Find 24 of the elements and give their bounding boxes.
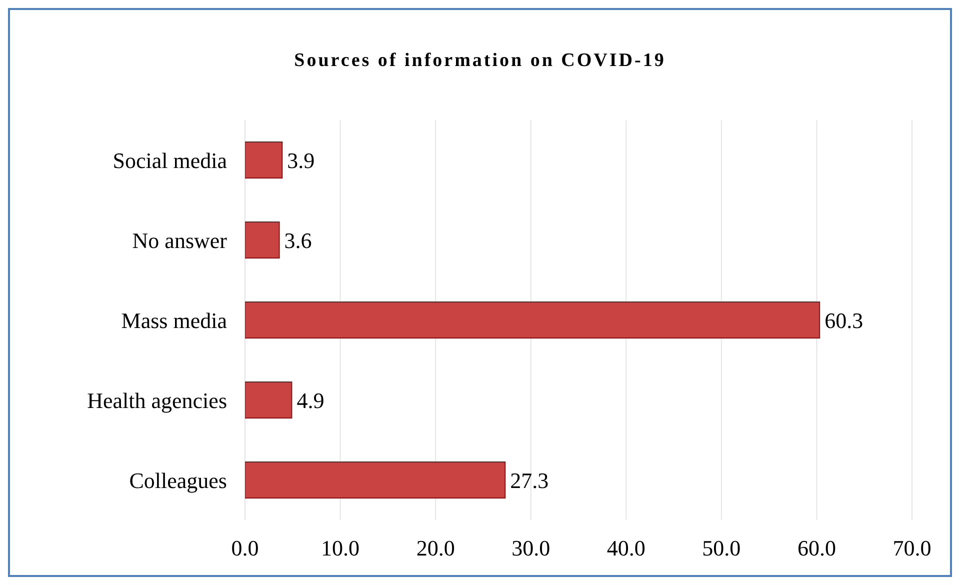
y-tick-label: No answer [132,228,228,253]
data-label: 27.3 [510,468,549,493]
x-tick-label: 60.0 [797,536,836,561]
y-tick-label: Mass media [121,308,228,333]
data-label: 60.3 [824,308,864,333]
bar [245,302,820,338]
data-label: 4.9 [296,388,324,413]
data-label: 3.6 [284,228,312,253]
x-tick-label: 50.0 [702,536,741,561]
bar [245,142,283,178]
x-tick-label: 20.0 [416,536,455,561]
bar [245,462,506,498]
data-label: 3.9 [287,148,315,173]
y-tick-label: Health agencies [87,388,227,413]
y-tick-label: Colleagues [129,468,227,493]
y-tick-label: Social media [112,148,228,173]
bar [245,222,280,258]
x-tick-label: 0.0 [231,536,259,561]
x-tick-label: 10.0 [321,536,360,561]
x-tick-label: 30.0 [512,536,550,561]
x-tick-label: 70.0 [892,536,932,561]
bar [245,382,292,418]
chart-title: Sources of information on COVID-19 [293,50,667,73]
x-tick-label: 40.0 [606,536,646,561]
